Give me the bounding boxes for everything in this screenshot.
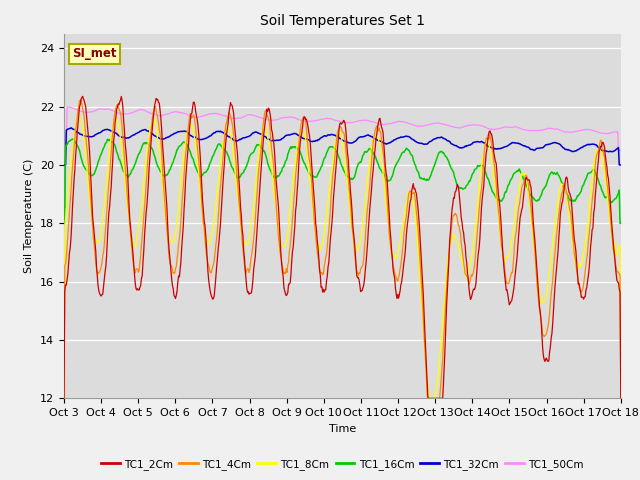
Text: SI_met: SI_met — [72, 48, 117, 60]
Title: Soil Temperatures Set 1: Soil Temperatures Set 1 — [260, 14, 425, 28]
X-axis label: Time: Time — [329, 424, 356, 433]
Legend: TC1_2Cm, TC1_4Cm, TC1_8Cm, TC1_16Cm, TC1_32Cm, TC1_50Cm: TC1_2Cm, TC1_4Cm, TC1_8Cm, TC1_16Cm, TC1… — [97, 455, 588, 474]
Y-axis label: Soil Temperature (C): Soil Temperature (C) — [24, 159, 35, 273]
